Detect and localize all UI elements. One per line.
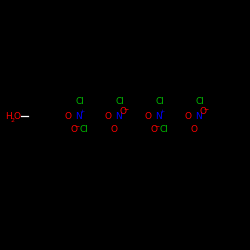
Text: O: O <box>64 112 71 121</box>
Text: Cl: Cl <box>116 97 124 106</box>
Text: −: − <box>154 123 160 128</box>
Text: N: N <box>115 112 122 121</box>
Text: O: O <box>150 125 158 134</box>
Text: N: N <box>75 112 82 121</box>
Text: O: O <box>184 112 192 121</box>
Text: N: N <box>155 112 162 121</box>
Text: O: O <box>110 125 117 134</box>
Text: H: H <box>6 112 12 121</box>
Text: O: O <box>14 112 20 121</box>
Text: −: − <box>74 123 80 128</box>
Text: O: O <box>120 107 126 116</box>
Text: Cl: Cl <box>156 97 164 106</box>
Text: Cl: Cl <box>196 97 204 106</box>
Text: −: − <box>123 106 128 111</box>
Text: N: N <box>195 112 202 121</box>
Text: Cl: Cl <box>160 125 168 134</box>
Text: O: O <box>70 125 78 134</box>
Text: O: O <box>190 125 198 134</box>
Text: Cl: Cl <box>76 97 84 106</box>
Text: +: + <box>80 109 85 114</box>
Text: O: O <box>104 112 112 121</box>
Text: O: O <box>200 107 206 116</box>
Text: +: + <box>160 109 165 114</box>
Text: Cl: Cl <box>80 125 88 134</box>
Text: −: − <box>203 106 208 111</box>
Text: O: O <box>144 112 152 121</box>
Text: 2: 2 <box>10 118 14 123</box>
